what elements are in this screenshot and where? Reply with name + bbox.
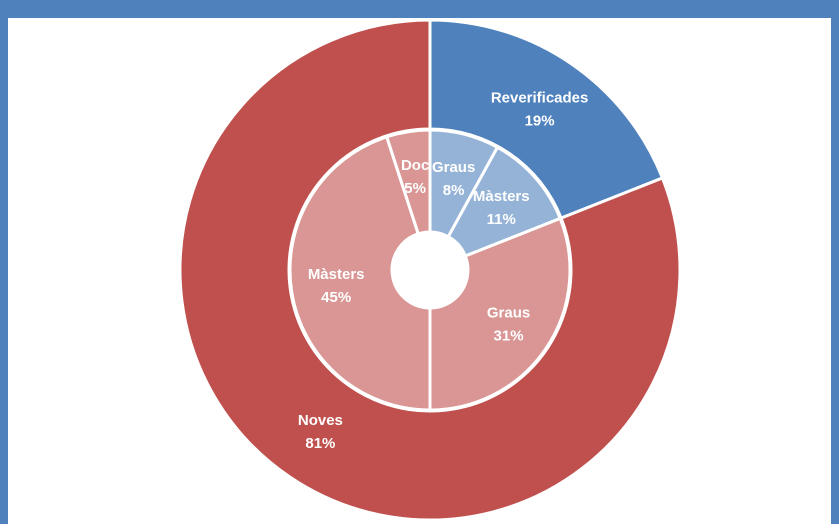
segment-label: Màsters (473, 188, 530, 205)
segment-label: Noves (298, 412, 343, 429)
segment-value-label: 19% (525, 113, 555, 130)
segment-value-label: 81% (305, 435, 335, 452)
segment-label: Reverificades (491, 90, 589, 107)
segment-value-label: 45% (321, 289, 351, 306)
segment-value-label: 11% (487, 211, 516, 228)
donut-segment (428, 216, 572, 412)
donut-segment (384, 128, 432, 236)
donut-segment (288, 134, 432, 412)
segment-label: Doc (401, 157, 429, 174)
segment-label: Màsters (308, 266, 365, 283)
segment-label: Graus (432, 159, 475, 176)
segment-value-label: 5% (404, 180, 426, 197)
segment-value-label: 31% (494, 327, 524, 344)
segment-label: Graus (487, 304, 530, 321)
segment-value-label: 8% (443, 182, 465, 199)
